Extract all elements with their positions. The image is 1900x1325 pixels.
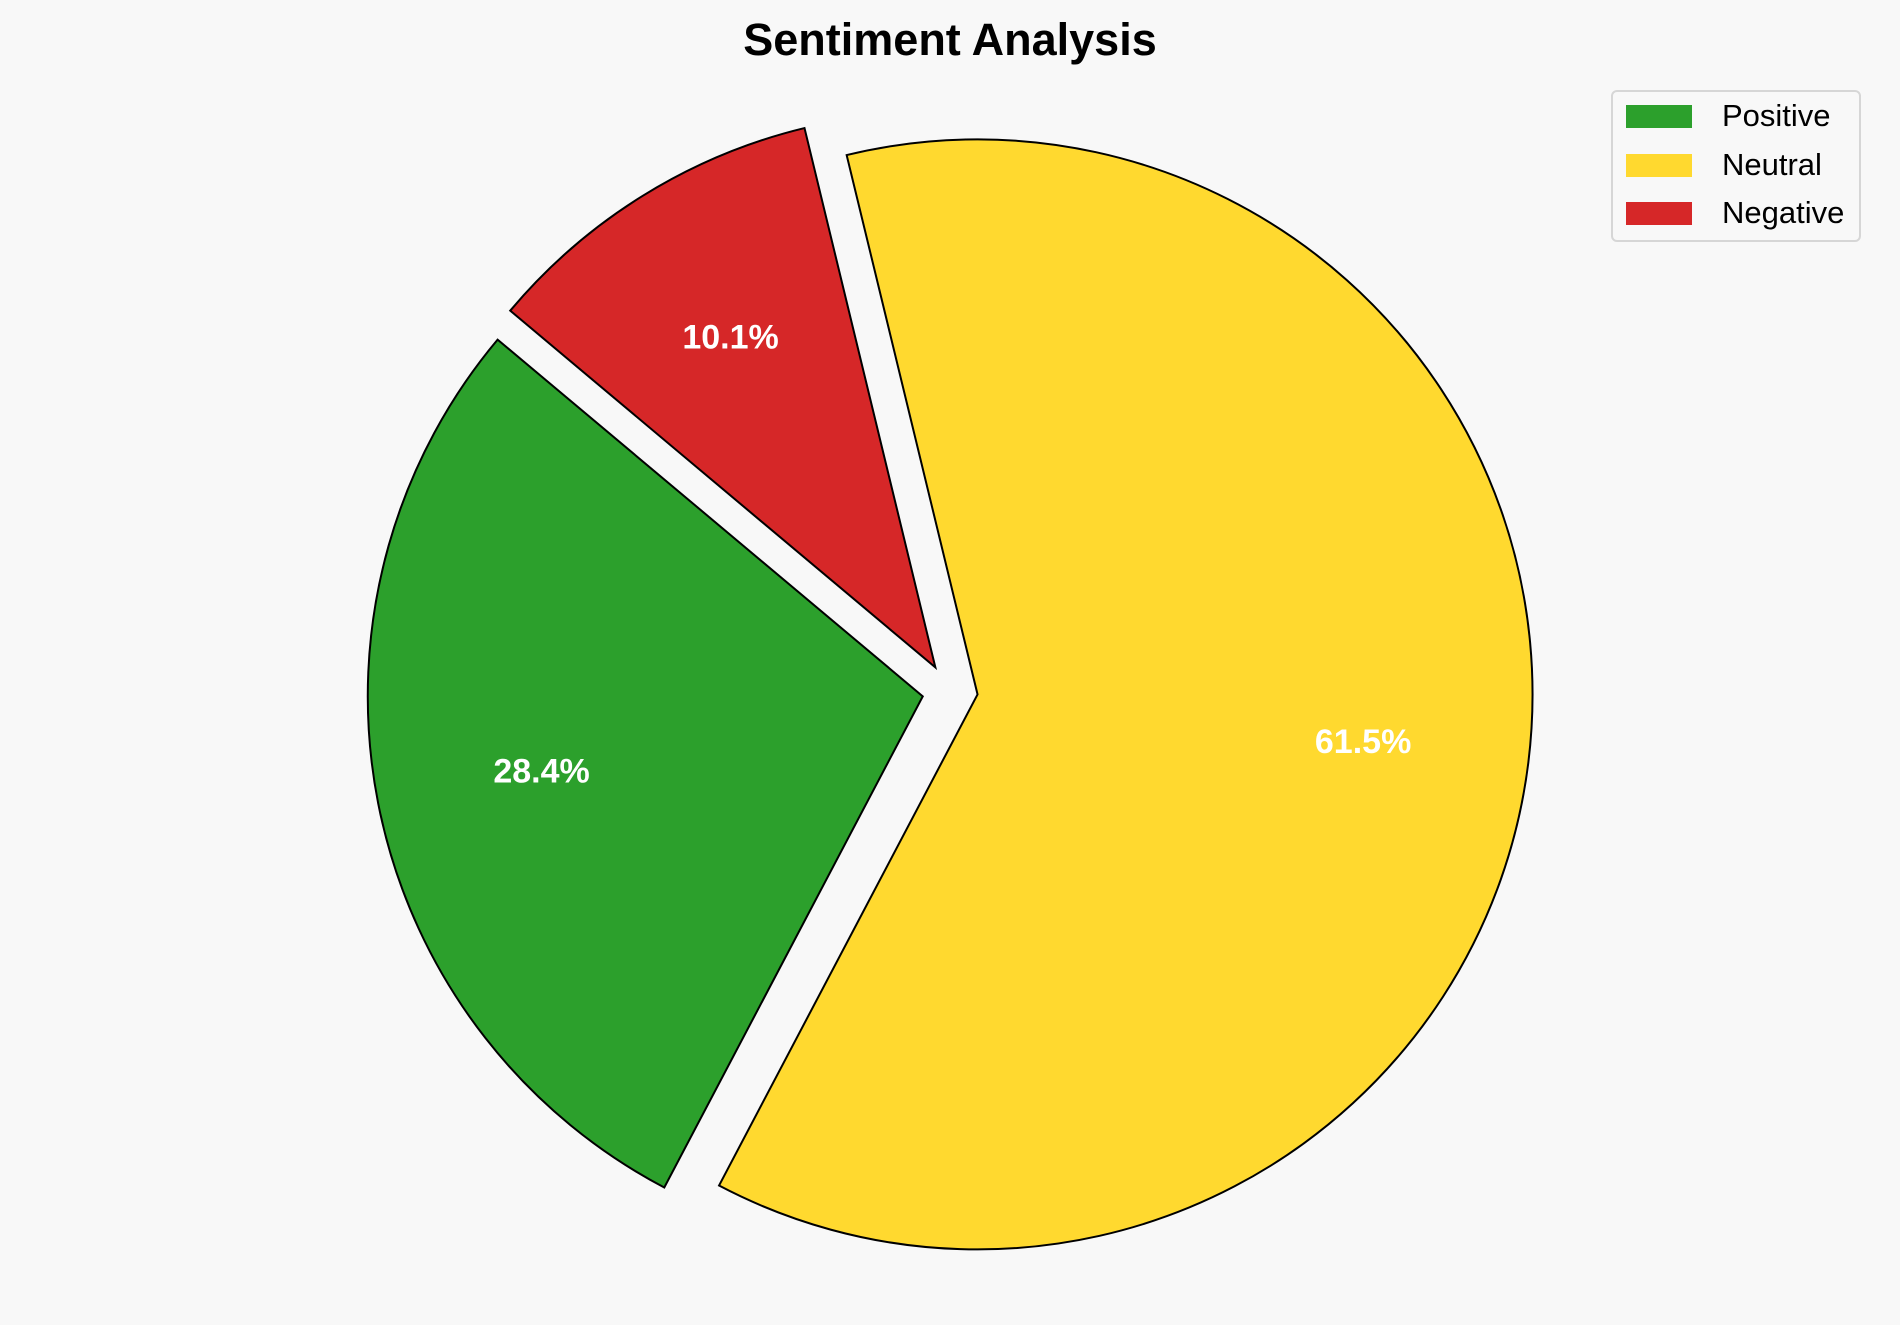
legend-swatch-neutral [1626,153,1692,177]
pie-label-positive: 28.4% [493,752,589,790]
pie-slice-positive [366,338,925,1189]
chart-title: Sentiment Analysis [743,14,1157,65]
pie-slice-neutral [717,138,1534,1251]
pie-label-neutral: 61.5% [1315,723,1411,761]
legend-item-negative: Negative [1626,193,1844,233]
pie-label-negative: 10.1% [682,318,778,356]
legend-label-positive: Positive [1722,98,1831,133]
legend-label-negative: Negative [1722,195,1845,230]
legend-label-neutral: Neutral [1722,147,1822,182]
legend-swatch-negative [1626,201,1692,225]
legend-item-neutral: Neutral [1626,145,1822,185]
legend-swatch-positive [1626,104,1692,128]
legend: Positive Neutral Negative [1611,90,1861,242]
pie-slice-negative [508,126,938,671]
legend-item-positive: Positive [1626,96,1831,136]
